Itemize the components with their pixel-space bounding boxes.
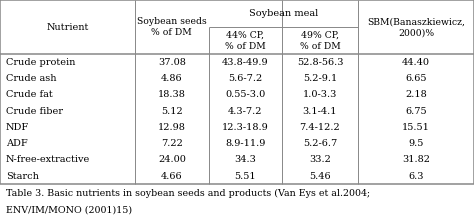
Text: Nutrient: Nutrient <box>46 23 89 32</box>
Text: 3.1-4.1: 3.1-4.1 <box>303 107 337 116</box>
Text: Crude fiber: Crude fiber <box>6 107 63 116</box>
Text: 1.0-3.3: 1.0-3.3 <box>303 90 337 99</box>
Text: 37.08: 37.08 <box>158 58 186 67</box>
Text: 7.22: 7.22 <box>161 139 183 148</box>
Text: 4.66: 4.66 <box>161 172 182 181</box>
Text: ADF: ADF <box>6 139 27 148</box>
Text: 6.3: 6.3 <box>408 172 424 181</box>
Text: 18.38: 18.38 <box>158 90 186 99</box>
Text: Soybean seeds
% of DM: Soybean seeds % of DM <box>137 17 207 37</box>
Text: Crude fat: Crude fat <box>6 90 53 99</box>
Text: 6.65: 6.65 <box>405 74 427 83</box>
Text: Soybean meal: Soybean meal <box>248 9 318 18</box>
Text: 44% CP,
% of DM: 44% CP, % of DM <box>225 31 265 51</box>
Text: 34.3: 34.3 <box>234 155 256 164</box>
Text: NDF: NDF <box>6 123 29 132</box>
Text: 12.98: 12.98 <box>158 123 186 132</box>
Text: ENV/IM/MONO (2001)15): ENV/IM/MONO (2001)15) <box>6 205 132 214</box>
Text: 49% CP,
% of DM: 49% CP, % of DM <box>300 31 340 51</box>
Text: 5.2-6.7: 5.2-6.7 <box>303 139 337 148</box>
Text: SBM(Banaszkiewicz,
2000)%: SBM(Banaszkiewicz, 2000)% <box>367 17 465 37</box>
Text: 4.86: 4.86 <box>161 74 182 83</box>
Text: Starch: Starch <box>6 172 38 181</box>
Text: 24.00: 24.00 <box>158 155 186 164</box>
Text: 0.55-3.0: 0.55-3.0 <box>225 90 265 99</box>
Text: 5.2-9.1: 5.2-9.1 <box>303 74 337 83</box>
Text: Table 3. Basic nutrients in soybean seeds and products (Van Eys et al.2004;: Table 3. Basic nutrients in soybean seed… <box>6 189 370 198</box>
Text: Crude ash: Crude ash <box>6 74 56 83</box>
Text: N-free-extractive: N-free-extractive <box>6 155 90 164</box>
Text: 5.6-7.2: 5.6-7.2 <box>228 74 263 83</box>
Text: 5.46: 5.46 <box>309 172 331 181</box>
Text: 2.18: 2.18 <box>405 90 427 99</box>
Text: 7.4-12.2: 7.4-12.2 <box>300 123 340 132</box>
Text: 43.8-49.9: 43.8-49.9 <box>222 58 269 67</box>
Text: 5.12: 5.12 <box>161 107 182 116</box>
Text: Crude protein: Crude protein <box>6 58 75 67</box>
Text: 5.51: 5.51 <box>235 172 256 181</box>
Text: 44.40: 44.40 <box>402 58 430 67</box>
Text: 9.5: 9.5 <box>408 139 424 148</box>
Text: 6.75: 6.75 <box>405 107 427 116</box>
Text: 4.3-7.2: 4.3-7.2 <box>228 107 263 116</box>
Text: 15.51: 15.51 <box>402 123 430 132</box>
Text: 31.82: 31.82 <box>402 155 430 164</box>
Text: 8.9-11.9: 8.9-11.9 <box>225 139 265 148</box>
Text: 33.2: 33.2 <box>309 155 331 164</box>
Text: 12.3-18.9: 12.3-18.9 <box>222 123 269 132</box>
Text: 52.8-56.3: 52.8-56.3 <box>297 58 343 67</box>
